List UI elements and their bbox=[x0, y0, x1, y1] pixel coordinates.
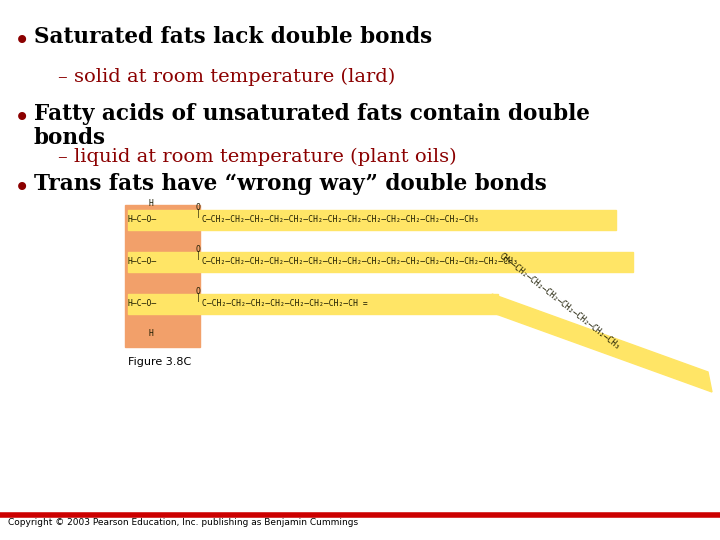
Text: O: O bbox=[196, 202, 200, 212]
Text: C–CH₂–CH₂–CH₂–CH₂–CH₂–CH₂–CH₂–CH =: C–CH₂–CH₂–CH₂–CH₂–CH₂–CH₂–CH₂–CH = bbox=[202, 300, 368, 308]
Text: C–CH₂–CH₂–CH₂–CH₂–CH₂–CH₂–CH₂–CH₂–CH₂–CH₂–CH₂–CH₂–CH₂–CH₂–CH₂–CH₃: C–CH₂–CH₂–CH₂–CH₂–CH₂–CH₂–CH₂–CH₂–CH₂–CH… bbox=[202, 258, 519, 267]
FancyBboxPatch shape bbox=[125, 205, 200, 347]
Text: H: H bbox=[148, 328, 153, 338]
Text: CH––CH₂–CH₂–CH₂–CH₂–CH₂–CH₂–CH₃: CH––CH₂–CH₂–CH₂–CH₂–CH₂–CH₂–CH₃ bbox=[497, 252, 621, 352]
Text: |: | bbox=[196, 252, 200, 260]
Text: – liquid at room temperature (plant oils): – liquid at room temperature (plant oils… bbox=[58, 148, 456, 166]
Polygon shape bbox=[492, 294, 712, 392]
Text: O: O bbox=[196, 245, 200, 253]
Text: •: • bbox=[14, 29, 30, 56]
Text: – solid at room temperature (lard): – solid at room temperature (lard) bbox=[58, 68, 395, 86]
Text: •: • bbox=[14, 176, 30, 203]
Text: •: • bbox=[14, 106, 30, 133]
Text: H–C–O–: H–C–O– bbox=[128, 300, 157, 308]
Text: |: | bbox=[196, 294, 200, 302]
Text: H–C–O–: H–C–O– bbox=[128, 215, 157, 225]
Text: O: O bbox=[196, 287, 200, 295]
FancyBboxPatch shape bbox=[128, 294, 498, 314]
Text: bonds: bonds bbox=[34, 127, 106, 149]
Text: H–C–O–: H–C–O– bbox=[128, 258, 157, 267]
Text: Saturated fats lack double bonds: Saturated fats lack double bonds bbox=[34, 26, 432, 48]
Text: C–CH₂–CH₂–CH₂–CH₂–CH₂–CH₂–CH₂–CH₂–CH₂–CH₂–CH₂–CH₂–CH₂–CH₃: C–CH₂–CH₂–CH₂–CH₂–CH₂–CH₂–CH₂–CH₂–CH₂–CH… bbox=[202, 215, 480, 225]
FancyBboxPatch shape bbox=[128, 252, 633, 272]
Text: Copyright © 2003 Pearson Education, Inc. publishing as Benjamin Cummings: Copyright © 2003 Pearson Education, Inc.… bbox=[8, 518, 358, 527]
FancyBboxPatch shape bbox=[128, 210, 616, 230]
Text: Trans fats have “wrong way” double bonds: Trans fats have “wrong way” double bonds bbox=[34, 173, 546, 195]
Text: H: H bbox=[148, 199, 153, 207]
Text: |: | bbox=[196, 210, 200, 219]
Text: Figure 3.8C: Figure 3.8C bbox=[128, 357, 192, 367]
Text: Fatty acids of unsaturated fats contain double: Fatty acids of unsaturated fats contain … bbox=[34, 103, 590, 125]
